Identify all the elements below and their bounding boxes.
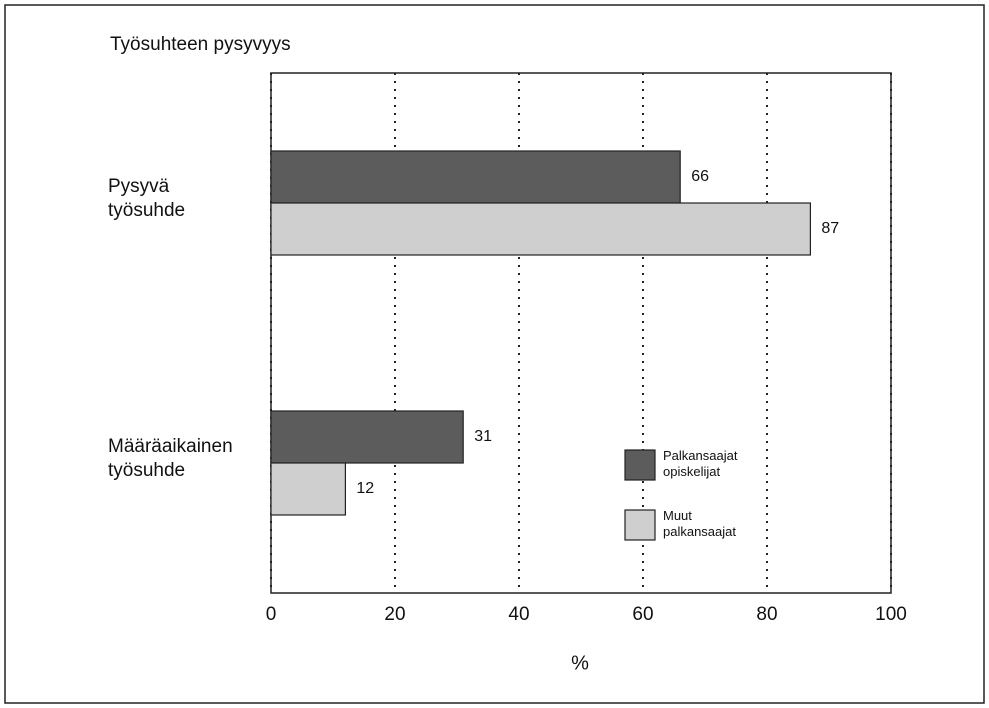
x-tick-label: 80 — [756, 604, 777, 625]
x-tick-label: 0 — [266, 604, 277, 625]
legend-label: Palkansaajat opiskelijat — [663, 448, 738, 479]
legend-swatch — [624, 449, 656, 481]
bar — [270, 202, 812, 256]
x-tick-label: 60 — [632, 604, 653, 625]
legend-swatch — [624, 509, 656, 541]
value-label: 87 — [821, 220, 839, 237]
value-label: 31 — [474, 428, 492, 445]
x-tick-label: 100 — [875, 604, 907, 625]
value-label: 12 — [356, 480, 374, 497]
x-tick-label: 40 — [508, 604, 529, 625]
bar — [270, 150, 681, 204]
legend-label: Muut palkansaajat — [663, 508, 736, 539]
plot-frame — [270, 72, 892, 594]
x-tick-label: 20 — [384, 604, 405, 625]
bar — [270, 462, 347, 516]
category-label: Pysyvä työsuhde — [108, 176, 186, 221]
x-axis-label: % — [571, 652, 589, 674]
bar — [270, 410, 464, 464]
value-label: 66 — [691, 168, 709, 185]
category-label: Määräaikainen työsuhde — [108, 436, 233, 481]
chart-title: Työsuhteen pysyvyys — [110, 34, 291, 55]
frame — [4, 4, 985, 704]
